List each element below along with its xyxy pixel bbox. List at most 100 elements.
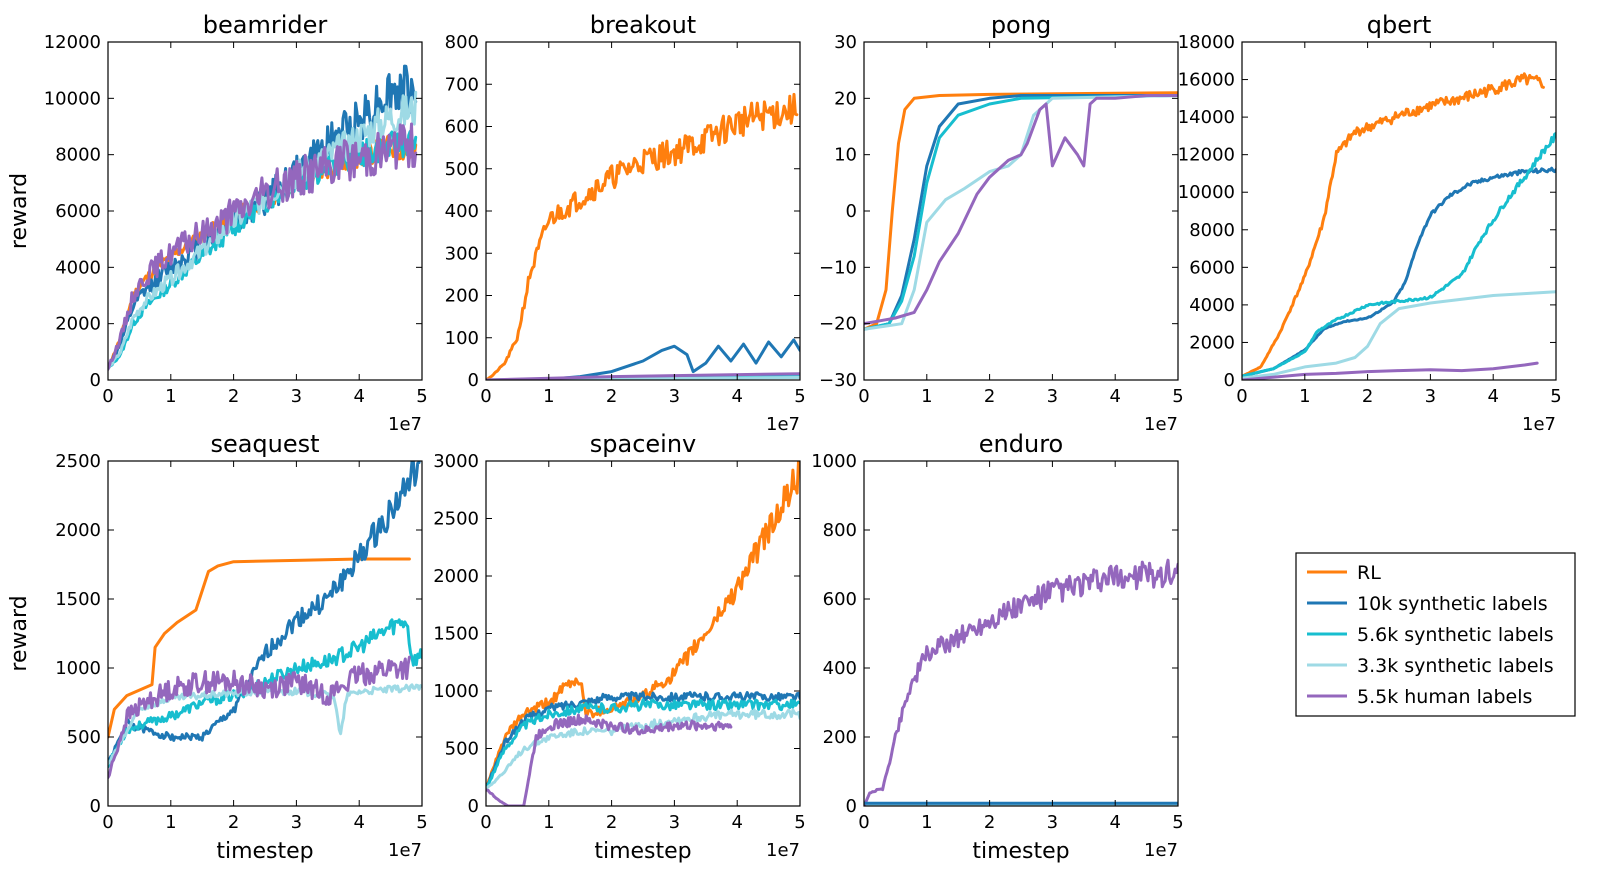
series-line-10k-synthetic-labels <box>108 461 421 768</box>
x-tick-label: 3 <box>669 386 680 407</box>
y-tick-label: 0 <box>846 201 857 222</box>
y-tick-label: 100 <box>445 328 479 349</box>
y-tick-label: 3000 <box>433 451 479 472</box>
y-tick-label: 30 <box>834 32 857 53</box>
chart-title-spaceinv: spaceinv <box>590 430 697 458</box>
y-tick-label: 0 <box>90 370 101 391</box>
y-tick-label: 300 <box>445 243 479 264</box>
x-tick-label: 2 <box>1362 386 1373 407</box>
y-tick-label: 2000 <box>1189 332 1235 353</box>
series-group-pong <box>864 91 1178 331</box>
y-tick-label: 2000 <box>55 314 101 335</box>
x-tick-label: 0 <box>102 386 113 407</box>
series-line-5-5k-human-labels <box>864 558 1178 806</box>
y-axis-label-seaquest: reward <box>7 595 32 671</box>
series-line-3-3k-synthetic-labels <box>1242 290 1556 380</box>
y-tick-label: 6000 <box>1189 257 1235 278</box>
x-tick-label: 4 <box>1109 812 1120 833</box>
x-tick-label: 0 <box>102 812 113 833</box>
y-tick-label: 16000 <box>1178 70 1235 91</box>
x-tick-label: 2 <box>606 386 617 407</box>
x-tick-label: 4 <box>353 812 364 833</box>
y-tick-label: 2500 <box>433 509 479 530</box>
y-tick-label: 200 <box>823 727 857 748</box>
y-tick-label: 2000 <box>55 520 101 541</box>
series-line-rl <box>108 557 411 739</box>
x-tick-label: 5 <box>794 386 805 407</box>
y-tick-label: 10000 <box>1178 182 1235 203</box>
legend-entry-10k-synthetic: 10k synthetic labels <box>1307 593 1548 615</box>
chart-qbert: qbert 0 1 2 3 4 5 0 2000 4000 6000 8000 10000 12000 14… <box>1178 11 1562 435</box>
x-tick-label: 4 <box>731 386 742 407</box>
y-tick-label: 400 <box>823 658 857 679</box>
series-line-5-5k-human-labels <box>108 655 411 779</box>
x-multiplier-label-enduro: 1e7 <box>1144 840 1178 861</box>
x-multiplier-label-pong: 1e7 <box>1144 414 1178 435</box>
x-tick-label: 1 <box>1299 386 1310 407</box>
chart-spaceinv: spaceinv 0 1 2 3 4 5 0 500 1000 1500 2000 2500 3000 1e… <box>433 430 806 864</box>
x-tick-label: 0 <box>1236 386 1247 407</box>
x-tick-label: 2 <box>984 386 995 407</box>
series-group-qbert <box>1242 72 1556 380</box>
chart-title-qbert: qbert <box>1367 11 1432 39</box>
series-group-beamrider <box>108 64 418 371</box>
chart-seaquest: seaquest 0 1 2 3 4 5 0 500 1000 1500 2000 2500 1e7 tim… <box>7 430 428 864</box>
legend: RL 10k synthetic labels 5.6k synthetic l… <box>1295 552 1576 717</box>
legend-label-rl: RL <box>1357 562 1381 584</box>
x-axis-label-enduro: timestep <box>972 839 1069 864</box>
series-line-3-3k-synthetic-labels <box>864 94 1178 331</box>
series-line-5-6k-synthetic-labels <box>486 698 800 791</box>
y-tick-label: 1000 <box>55 658 101 679</box>
x-tick-label: 3 <box>1425 386 1436 407</box>
y-tick-label: 800 <box>445 32 479 53</box>
series-line-5-6k-synthetic-labels <box>1242 131 1556 378</box>
series-line-5-5k-human-labels <box>108 122 418 371</box>
x-axis-label-spaceinv: timestep <box>594 839 691 864</box>
x-tick-label: 3 <box>669 812 680 833</box>
y-tick-label: 10 <box>834 145 857 166</box>
y-tick-label: 4000 <box>1189 295 1235 316</box>
series-line-5-6k-synthetic-labels <box>108 618 422 769</box>
x-axis-label-seaquest: timestep <box>216 839 313 864</box>
y-tick-label: 500 <box>445 159 479 180</box>
y-tick-label: 8000 <box>1189 220 1235 241</box>
x-tick-label: 5 <box>416 812 427 833</box>
y-tick-label: 14000 <box>1178 107 1235 128</box>
x-multiplier-label-seaquest: 1e7 <box>388 840 422 861</box>
x-tick-label: 2 <box>606 812 617 833</box>
chart-breakout: breakout 0 1 2 3 4 5 0 100 200 300 400 500 600 700 800 1… <box>445 11 806 435</box>
legend-label-5-6k-synthetic: 5.6k synthetic labels <box>1357 624 1554 646</box>
x-tick-label: 5 <box>794 812 805 833</box>
y-tick-label: 700 <box>445 74 479 95</box>
y-tick-label: 10000 <box>44 88 101 109</box>
x-tick-label: 0 <box>480 812 491 833</box>
y-tick-label: 2000 <box>433 566 479 587</box>
legend-label-5-5k-human: 5.5k human labels <box>1357 686 1532 708</box>
x-tick-label: 3 <box>291 386 302 407</box>
y-tick-label: 18000 <box>1178 32 1235 53</box>
x-tick-label: 1 <box>543 386 554 407</box>
series-group-seaquest <box>108 461 422 779</box>
y-tick-label: 1500 <box>55 589 101 610</box>
y-tick-label: 500 <box>67 727 101 748</box>
x-multiplier-label-beamrider: 1e7 <box>388 414 422 435</box>
legend-entry-5-6k-synthetic: 5.6k synthetic labels <box>1307 624 1554 646</box>
y-tick-label: 400 <box>445 201 479 222</box>
y-tick-label: 12000 <box>1178 145 1235 166</box>
legend-entry-rl: RL <box>1307 562 1381 584</box>
x-tick-label: 0 <box>858 812 869 833</box>
series-group-spaceinv <box>486 461 800 806</box>
y-tick-label: −20 <box>819 314 857 335</box>
y-tick-label: −10 <box>819 257 857 278</box>
y-tick-label: 2500 <box>55 451 101 472</box>
y-tick-label: 12000 <box>44 32 101 53</box>
x-tick-label: 4 <box>1109 386 1120 407</box>
x-tick-label: 2 <box>984 812 995 833</box>
chart-beamrider: beamrider 0 1 2 3 4 5 0 2000 4000 6000 8000 10000 120… <box>7 11 428 435</box>
y-tick-label: 200 <box>445 286 479 307</box>
axes-frame-qbert <box>1241 41 1557 381</box>
y-tick-label: 8000 <box>55 145 101 166</box>
x-tick-label: 5 <box>1172 812 1183 833</box>
